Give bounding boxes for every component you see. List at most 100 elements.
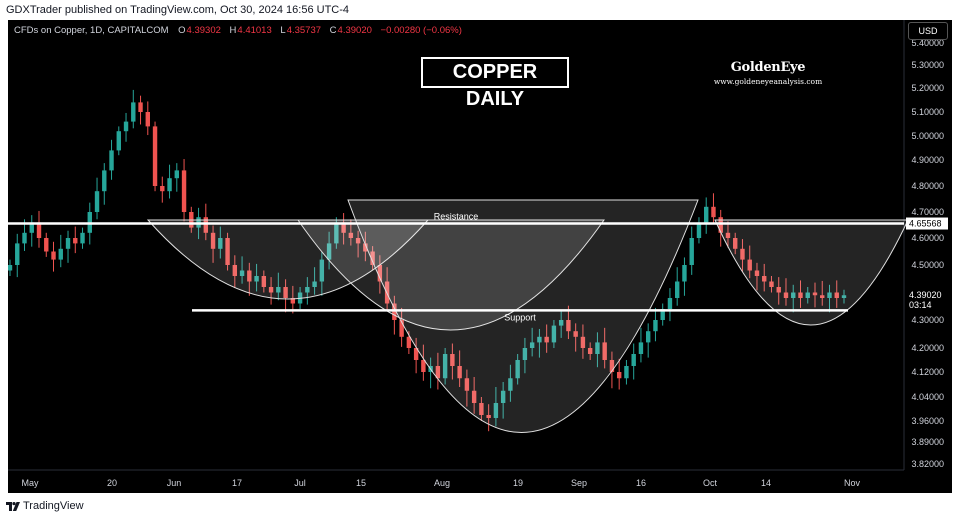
candle-body[interactable] (551, 325, 557, 343)
candle-body[interactable] (704, 206, 709, 223)
candle-body[interactable] (718, 217, 723, 233)
candle-body[interactable] (624, 366, 629, 379)
candle-body[interactable] (167, 178, 172, 192)
candle-body[interactable] (573, 331, 578, 337)
candle-body[interactable] (696, 222, 702, 238)
candle-body[interactable] (348, 232, 354, 238)
candle-body[interactable] (116, 131, 121, 151)
candle-body[interactable] (65, 238, 71, 249)
candle-body[interactable] (660, 309, 665, 320)
candle-body[interactable] (616, 372, 622, 379)
candle-body[interactable] (602, 342, 607, 360)
candle-body[interactable] (247, 270, 252, 282)
candle-body[interactable] (261, 276, 267, 287)
candle-body[interactable] (566, 320, 571, 332)
candle-body[interactable] (769, 281, 774, 288)
candle-body[interactable] (268, 287, 274, 293)
currency-button[interactable]: USD (908, 22, 948, 40)
candle-body[interactable] (22, 232, 27, 244)
candle-body[interactable] (508, 378, 513, 391)
candle-body[interactable] (725, 232, 731, 238)
candle-body[interactable] (783, 292, 789, 299)
candle-body[interactable] (733, 238, 738, 249)
candle-body[interactable] (138, 102, 143, 112)
candle-body[interactable] (80, 232, 85, 244)
candle-body[interactable] (102, 170, 107, 192)
candle-body[interactable] (537, 336, 542, 343)
candle-body[interactable] (740, 248, 745, 260)
candle-body[interactable] (580, 336, 586, 348)
candle-body[interactable] (290, 298, 296, 304)
candle-body[interactable] (471, 390, 477, 403)
price-chart[interactable]: Resistance Support 5.40000 5.30000 5.20000 5.… (8, 20, 952, 493)
candle-body[interactable] (218, 238, 223, 249)
candle-body[interactable] (587, 348, 593, 354)
candle-body[interactable] (51, 251, 56, 260)
chart-panel[interactable]: Resistance Support 5.40000 5.30000 5.20000 5.… (8, 20, 952, 493)
candle-body[interactable] (820, 295, 825, 298)
candle-body[interactable] (522, 348, 528, 360)
candle-body[interactable] (653, 320, 658, 332)
candle-body[interactable] (210, 232, 216, 249)
candle-body[interactable] (399, 320, 404, 337)
candle-body[interactable] (276, 287, 281, 293)
candle-body[interactable] (341, 222, 346, 233)
candle-body[interactable] (334, 222, 339, 244)
candle-body[interactable] (58, 248, 63, 260)
candle-body[interactable] (305, 287, 310, 293)
candle-body[interactable] (363, 243, 368, 252)
candle-body[interactable] (254, 276, 259, 282)
candle-body[interactable] (493, 403, 499, 418)
candle-body[interactable] (675, 281, 680, 299)
candle-body[interactable] (754, 270, 760, 277)
candle-body[interactable] (413, 348, 419, 360)
candle-body[interactable] (529, 342, 535, 348)
candle-body[interactable] (239, 270, 245, 277)
candle-body[interactable] (689, 238, 694, 265)
candle-body[interactable] (109, 150, 114, 171)
candle-body[interactable] (225, 238, 230, 265)
candle-body[interactable] (841, 295, 847, 298)
candle-body[interactable] (123, 121, 129, 132)
candle-body[interactable] (73, 238, 78, 244)
candle-body[interactable] (283, 287, 288, 298)
candle-body[interactable] (747, 259, 752, 271)
candle-body[interactable] (181, 170, 187, 212)
candle-body[interactable] (762, 276, 767, 282)
candle-body[interactable] (667, 298, 673, 309)
candle-body[interactable] (515, 360, 520, 379)
candle-body[interactable] (798, 292, 803, 299)
candle-body[interactable] (711, 206, 716, 218)
candle-body[interactable] (805, 292, 810, 299)
candle-body[interactable] (479, 403, 484, 415)
candle-body[interactable] (370, 251, 375, 266)
candle-body[interactable] (232, 265, 238, 276)
candle-body[interactable] (160, 186, 165, 192)
candle-body[interactable] (791, 292, 796, 299)
candle-body[interactable] (435, 366, 441, 379)
candle-body[interactable] (312, 281, 317, 288)
candle-body[interactable] (355, 238, 361, 244)
candle-body[interactable] (44, 238, 49, 252)
candle-body[interactable] (36, 222, 42, 238)
candle-body[interactable] (377, 265, 383, 282)
candle-body[interactable] (558, 320, 564, 326)
candle-body[interactable] (631, 354, 636, 366)
candle-body[interactable] (638, 342, 644, 354)
candle-body[interactable] (326, 243, 332, 260)
candle-body[interactable] (174, 170, 179, 179)
candle-body[interactable] (94, 191, 100, 212)
candle-body[interactable] (500, 390, 506, 403)
candle-body[interactable] (421, 360, 426, 372)
candle-body[interactable] (457, 366, 462, 379)
candle-body[interactable] (464, 378, 470, 391)
candle-body[interactable] (645, 331, 651, 343)
candle-body[interactable] (595, 342, 600, 354)
candle-body[interactable] (406, 336, 412, 348)
candle-body[interactable] (8, 265, 13, 271)
candle-body[interactable] (450, 354, 455, 366)
candle-body[interactable] (442, 354, 448, 379)
candle-body[interactable] (29, 222, 34, 233)
candle-body[interactable] (152, 126, 158, 186)
candle-body[interactable] (145, 112, 150, 127)
